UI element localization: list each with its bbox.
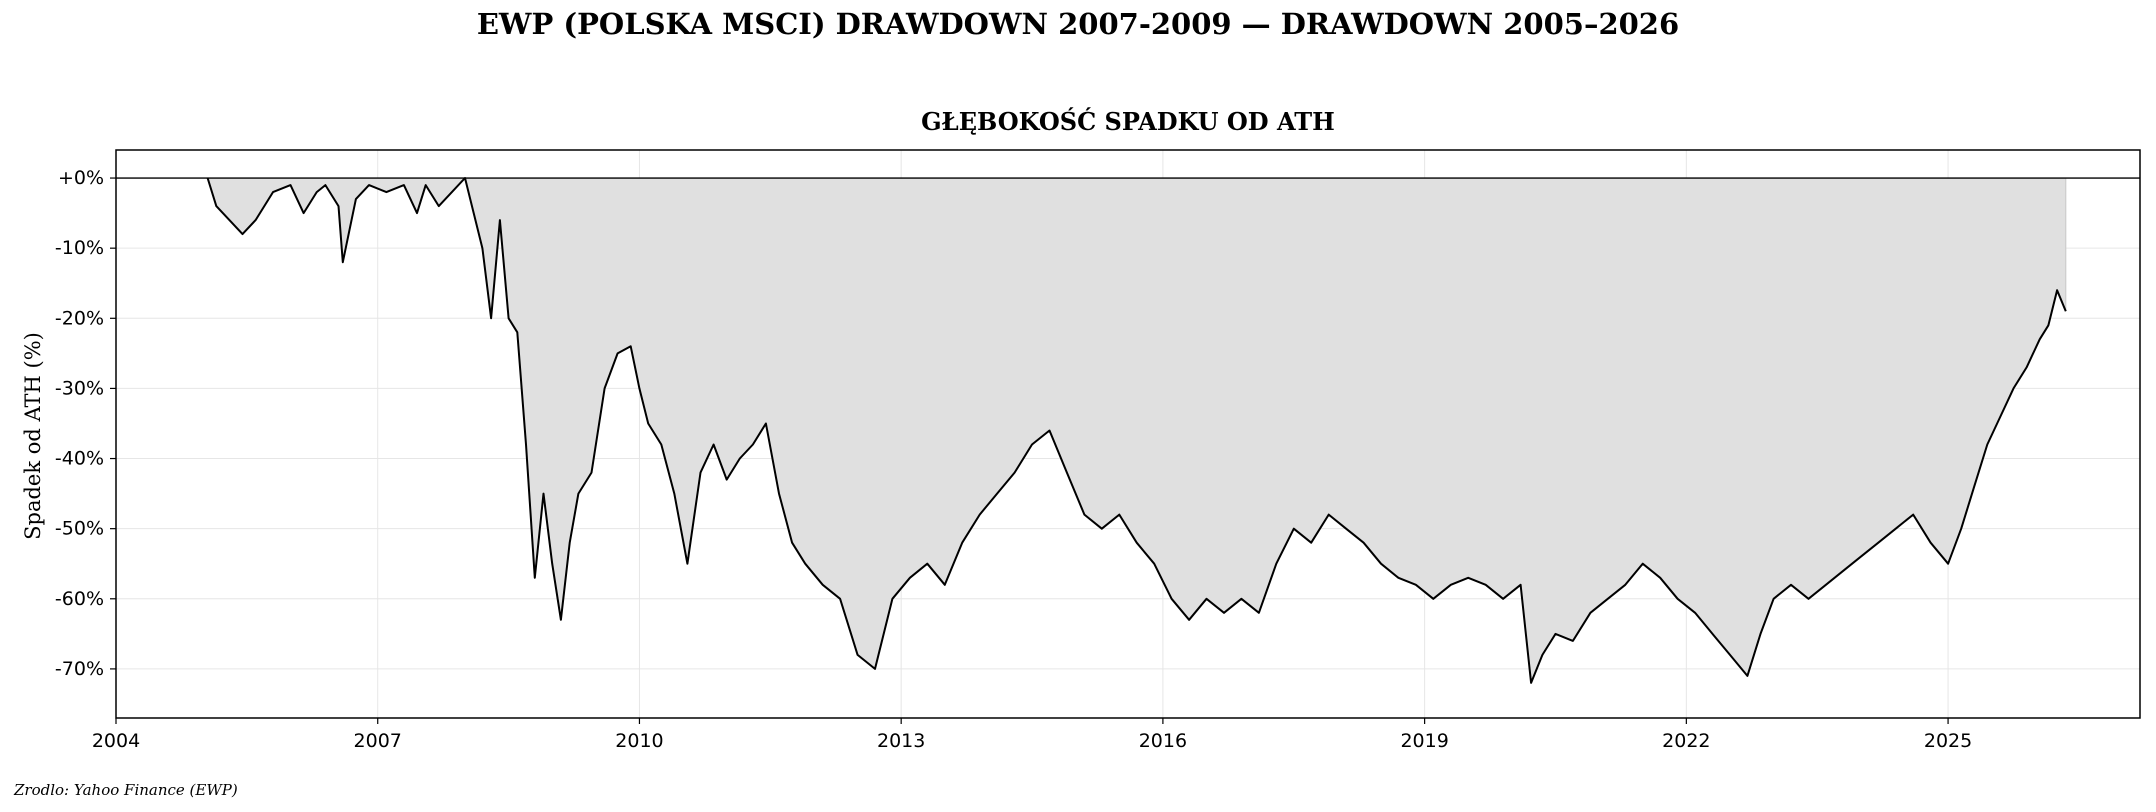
y-tick-label: -40% <box>55 448 104 470</box>
plot-frame <box>115 149 2141 719</box>
x-tick-label: 2007 <box>354 730 402 752</box>
y-tick-label: -20% <box>55 307 104 329</box>
drawdown-series-line <box>206 177 2067 684</box>
x-axis-ticks: 2004 2007 2010 2013 2016 2019 2022 2025 <box>92 718 1972 752</box>
x-tick-label: 2016 <box>1139 730 1187 752</box>
y-axis-label: Spadek od ATH (%) <box>21 332 45 540</box>
y-tick-label: +0% <box>58 167 104 189</box>
drawdown-line <box>206 177 2067 684</box>
chart-suptitle: EWP (POLSKA MSCI) DRAWDOWN 2007-2009 — D… <box>477 7 1679 41</box>
x-tick-label: 2013 <box>877 730 925 752</box>
x-tick-label: 2010 <box>615 730 663 752</box>
y-axis-ticks: +0% -10% -20% -30% -40% -50% -60% -70% <box>55 167 116 680</box>
y-tick-label: -70% <box>55 658 104 680</box>
x-tick-label: 2004 <box>92 730 140 752</box>
y-tick-label: -50% <box>55 518 104 540</box>
y-tick-label: -30% <box>55 377 104 399</box>
source-note: Zrodlo: Yahoo Finance (EWP) <box>13 781 238 799</box>
chart-title: GŁĘBOKOŚĆ SPADKU OD ATH <box>921 107 1335 136</box>
y-tick-label: -60% <box>55 588 104 610</box>
x-tick-label: 2019 <box>1400 730 1448 752</box>
x-tick-label: 2025 <box>1924 730 1972 752</box>
x-tick-label: 2022 <box>1662 730 1710 752</box>
y-tick-label: -10% <box>55 237 104 259</box>
